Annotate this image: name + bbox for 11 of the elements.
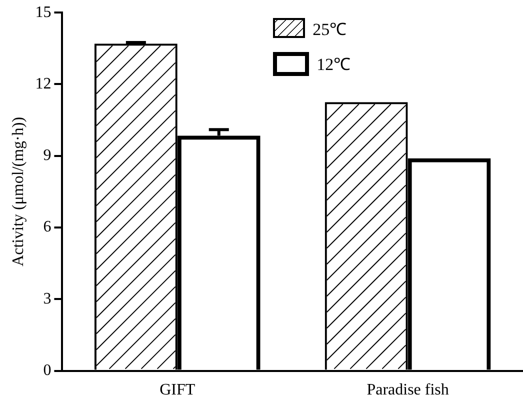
y-tick-label: 6 [43,218,52,236]
y-tick-label: 12 [35,75,52,92]
legend-label: 12℃ [316,54,351,76]
y-tick-label: 15 [35,4,52,21]
y-tick-label: 0 [43,362,52,380]
legend-label: 25℃ [312,18,347,40]
y-axis-title: Activity (μmol/(mg·h)) [10,116,27,266]
x-tick-label: Paradise fish [366,382,449,399]
y-tick-label: 9 [43,147,52,164]
x-tick-label: GIFT [160,382,196,399]
y-tick-label: 3 [43,290,52,308]
